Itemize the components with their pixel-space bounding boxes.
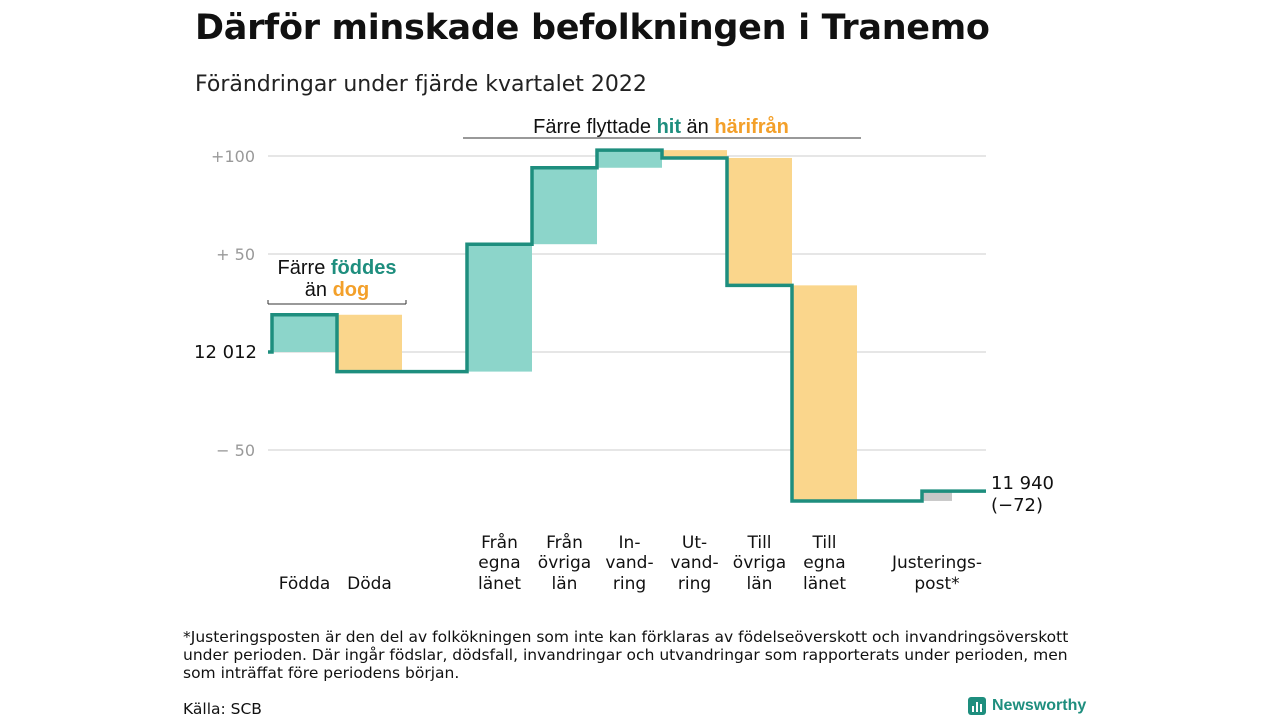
annotation-births-part: än <box>305 279 333 301</box>
brand: Newsworthy <box>968 697 1086 715</box>
category-label: ring <box>678 574 711 594</box>
bar-4 <box>532 167 597 245</box>
start-value-label: 12 012 <box>194 342 257 363</box>
source-note: Källa: SCB <box>183 700 262 718</box>
annotation-migration: Färre flyttade hit än härifrån <box>533 115 789 138</box>
category-label: länet <box>478 574 521 594</box>
category-label: Till <box>746 533 771 553</box>
category-label: Till <box>811 533 836 553</box>
category-label: övriga <box>733 553 786 573</box>
bar-6 <box>662 150 727 158</box>
newsworthy-logo-icon <box>968 697 986 715</box>
bar-3 <box>467 244 532 372</box>
bar-9 <box>922 491 952 501</box>
footnote: *Justeringsposten är den del av folkökni… <box>183 628 1069 682</box>
annotation-migration-part: hit <box>657 116 682 138</box>
category-label: ring <box>613 574 646 594</box>
chart-title: Därför minskade befolkningen i Tranemo <box>195 8 990 48</box>
bar-1 <box>272 314 337 352</box>
category-label: Döda <box>347 574 392 594</box>
category-label: egna <box>803 553 845 573</box>
category-label: Från <box>481 532 518 553</box>
category-label: län <box>747 574 773 594</box>
category-label: övriga <box>538 553 591 573</box>
category-label: län <box>552 574 578 594</box>
annotation-migration-part: än <box>681 116 714 138</box>
category-label: vand- <box>605 553 653 573</box>
category-label: länet <box>803 574 846 594</box>
category-label: post* <box>914 574 959 594</box>
category-label: egna <box>478 553 520 573</box>
category-label: Ut- <box>682 533 707 553</box>
category-label: Från <box>546 532 583 553</box>
bar-8 <box>792 285 857 501</box>
bar-2 <box>337 314 402 372</box>
bar-5 <box>597 150 662 168</box>
annotation-migration-part: Färre flyttade <box>533 116 656 138</box>
bar-7 <box>727 157 792 286</box>
annotation-births: än dog <box>305 279 369 301</box>
y-tick-label: − 50 <box>216 441 255 460</box>
end-value-label: 11 940 <box>991 473 1054 494</box>
y-tick-label: +100 <box>211 147 255 166</box>
annotation-births-part: Färre <box>278 257 331 279</box>
category-label: Födda <box>279 574 331 594</box>
y-tick-label: + 50 <box>216 245 255 264</box>
category-label: In- <box>619 533 641 553</box>
chart-subtitle: Förändringar under fjärde kvartalet 2022 <box>195 72 647 97</box>
category-label: vand- <box>670 553 718 573</box>
annotation-migration-part: härifrån <box>714 115 788 138</box>
end-change-label: (−72) <box>991 495 1043 516</box>
annotation-births-part: föddes <box>331 257 397 279</box>
cumulative-line <box>268 148 986 503</box>
waterfall-chart: +100 + 50 − 50 12 012 11 940(−72) Födda Döda Fr… <box>194 115 1054 594</box>
annotation-births-part: dog <box>333 279 370 301</box>
brand-name: Newsworthy <box>992 697 1087 714</box>
category-label: Justerings- <box>891 553 982 573</box>
annotation-births: Färre föddes <box>278 257 397 279</box>
